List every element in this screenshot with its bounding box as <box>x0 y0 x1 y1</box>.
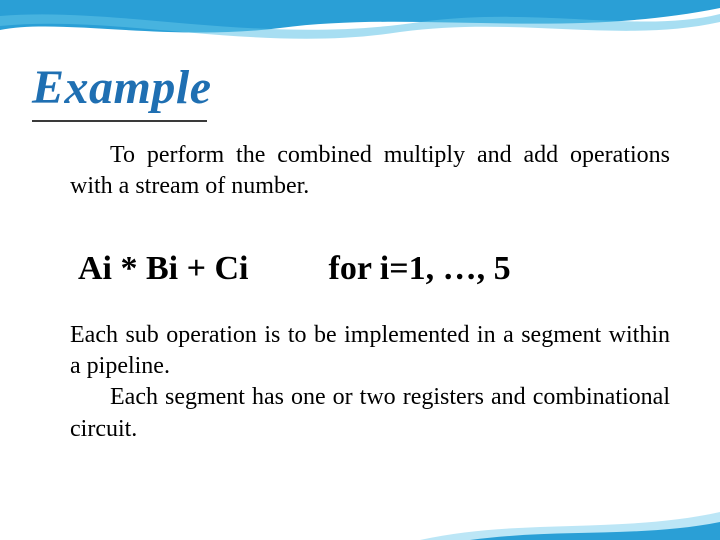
formula-range: for i=1, …, 5 <box>329 250 511 288</box>
title-underline <box>32 120 207 122</box>
formula-row: Ai * Bi + Ci for i=1, …, 5 <box>78 250 660 288</box>
slide-title: Example <box>32 60 212 115</box>
swoosh-top-inner <box>0 14 720 39</box>
slide: Example To perform the combined multiply… <box>0 0 720 540</box>
intro-paragraph: To perform the combined multiply and add… <box>70 140 670 202</box>
intro-paragraph-text: To perform the combined multiply and add… <box>70 142 670 199</box>
formula-expression: Ai * Bi + Ci <box>78 250 249 288</box>
swoosh-top-outer <box>0 0 720 33</box>
swoosh-bottom <box>0 500 720 540</box>
swoosh-bottom-inner <box>420 512 720 540</box>
explain-paragraph: Each sub operation is to be implemented … <box>70 320 670 445</box>
swoosh-bottom-outer <box>470 522 720 540</box>
swoosh-top <box>0 0 720 60</box>
explain-line1: Each sub operation is to be implemented … <box>70 322 670 379</box>
explain-line2: Each segment has one or two registers an… <box>70 384 670 441</box>
